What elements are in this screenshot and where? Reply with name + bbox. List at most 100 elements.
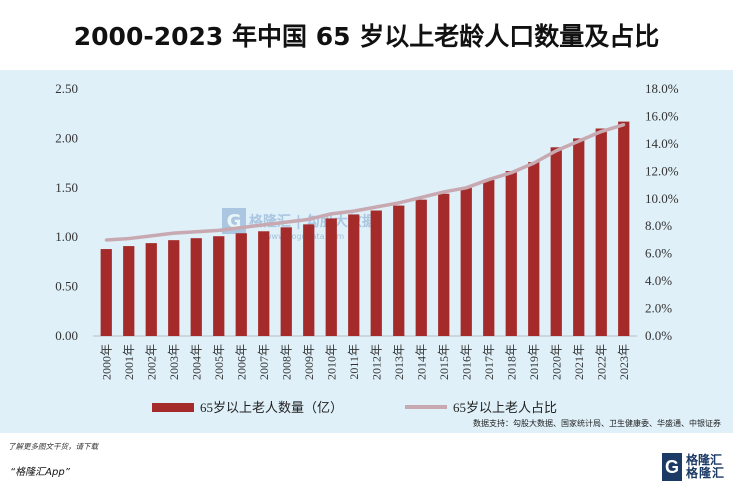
bar <box>438 193 450 336</box>
left-tick-label: 1.00 <box>55 229 78 244</box>
bar <box>213 236 225 336</box>
right-tick-label: 12.0% <box>645 163 679 178</box>
x-tick-label: 2004年 <box>189 344 203 380</box>
left-tick-label: 0.50 <box>55 279 78 294</box>
footer-line1: 了解更多图文干货，请下载 <box>8 442 98 451</box>
legend-bar-label: 65岁以上老人数量（亿） <box>200 400 343 415</box>
bar <box>258 231 270 336</box>
line-point <box>442 190 446 194</box>
bar <box>483 179 495 336</box>
bar <box>460 187 472 336</box>
right-tick-label: 2.0% <box>645 301 672 316</box>
x-tick-label: 2017年 <box>482 344 496 380</box>
x-tick-label: 2007年 <box>257 344 271 380</box>
bar <box>168 240 180 336</box>
x-tick-label: 2012年 <box>369 344 383 380</box>
footer: 了解更多图文干货，请下载 “格隆汇App” G 格隆汇 格隆汇 <box>0 433 733 493</box>
x-tick-label: 2010年 <box>324 344 338 380</box>
bar <box>190 238 202 336</box>
line-point <box>397 201 401 205</box>
chart-title: 2000-2023 年中国 65 岁以上老龄人口数量及占比 <box>73 22 660 51</box>
x-tick-label: 2021年 <box>572 344 586 380</box>
right-tick-label: 6.0% <box>645 246 672 261</box>
line-point <box>374 205 378 209</box>
line-point <box>599 130 603 134</box>
bar <box>370 210 382 336</box>
bar <box>145 243 157 336</box>
brand-logo-icon: G <box>661 453 682 481</box>
line-point <box>329 212 333 216</box>
bar <box>123 246 135 336</box>
x-tick-label: 2020年 <box>549 344 563 380</box>
bar <box>280 227 292 336</box>
bar <box>550 147 562 336</box>
left-tick-label: 1.50 <box>55 180 78 195</box>
bar <box>303 224 315 336</box>
x-tick-label: 2019年 <box>527 344 541 380</box>
x-tick-label: 2002年 <box>144 344 158 380</box>
bar <box>528 162 540 336</box>
x-tick-label: 2001年 <box>122 344 136 380</box>
x-tick-label: 2022年 <box>594 344 608 380</box>
title-bar: 2000-2023 年中国 65 岁以上老龄人口数量及占比 <box>0 0 733 70</box>
x-tick-label: 2008年 <box>279 344 293 380</box>
x-tick-label: 2009年 <box>302 344 316 380</box>
x-tick-label: 2006年 <box>234 344 248 380</box>
bar <box>595 128 607 336</box>
line-series <box>104 123 626 242</box>
x-tick-label: 2023年 <box>617 344 631 380</box>
bar <box>618 121 630 336</box>
line-point <box>217 228 221 232</box>
right-axis: 0.0% 2.0% 4.0% 6.0% 8.0% 10.0% 12.0% 14.0% 16.0%… <box>645 81 679 343</box>
right-tick-label: 4.0% <box>645 273 672 288</box>
bar <box>235 233 247 336</box>
right-tick-label: 0.0% <box>645 328 672 343</box>
line-point <box>149 234 153 238</box>
brand-name-alt: 格隆汇 <box>685 466 725 480</box>
bar <box>100 249 112 336</box>
line-point <box>577 139 581 143</box>
line-point <box>104 238 108 242</box>
bar <box>573 138 585 336</box>
x-tick-label: 2014年 <box>414 344 428 380</box>
legend-line-label: 65岁以上老人占比 <box>453 400 557 415</box>
line-point <box>464 186 468 190</box>
watermark-text: 格隆汇 | 勾股大数据 <box>249 214 376 230</box>
series-line <box>106 123 625 242</box>
line-point <box>352 209 356 213</box>
bar-series <box>100 121 630 336</box>
right-tick-label: 16.0% <box>645 108 679 123</box>
line-point <box>127 237 131 241</box>
x-tick-label: 2000年 <box>99 344 113 380</box>
bar <box>325 218 337 336</box>
line-point <box>487 178 491 182</box>
line-point <box>262 223 266 227</box>
x-tick-label: 2011年 <box>347 344 361 380</box>
right-tick-label: 14.0% <box>645 136 679 151</box>
bar <box>348 214 360 336</box>
chart-panel <box>0 70 733 433</box>
line-point <box>532 161 536 165</box>
brand-name: 格隆汇 <box>685 453 722 467</box>
x-tick-label: 2018年 <box>504 344 518 380</box>
footer-line2: “格隆汇App” <box>10 467 70 478</box>
bar <box>415 199 427 336</box>
line-point <box>194 230 198 234</box>
x-tick-label: 2015年 <box>437 344 451 380</box>
bar <box>505 171 517 336</box>
brand-logo: G 格隆汇 格隆汇 <box>661 453 725 481</box>
x-axis: 2000年 2001年 2002年 2003年 2004年 2005年 2006年 2007年… <box>99 344 631 380</box>
right-tick-label: 18.0% <box>645 81 679 96</box>
line-point <box>239 226 243 230</box>
left-tick-label: 0.00 <box>55 328 78 343</box>
line-point <box>419 195 423 199</box>
line-point <box>554 149 558 153</box>
right-tick-label: 8.0% <box>645 218 672 233</box>
line-point <box>509 171 513 175</box>
x-tick-label: 2003年 <box>167 344 181 380</box>
x-tick-label: 2016年 <box>459 344 473 380</box>
x-tick-label: 2013年 <box>392 344 406 380</box>
line-point <box>307 217 311 221</box>
legend-bar-swatch <box>152 403 194 412</box>
